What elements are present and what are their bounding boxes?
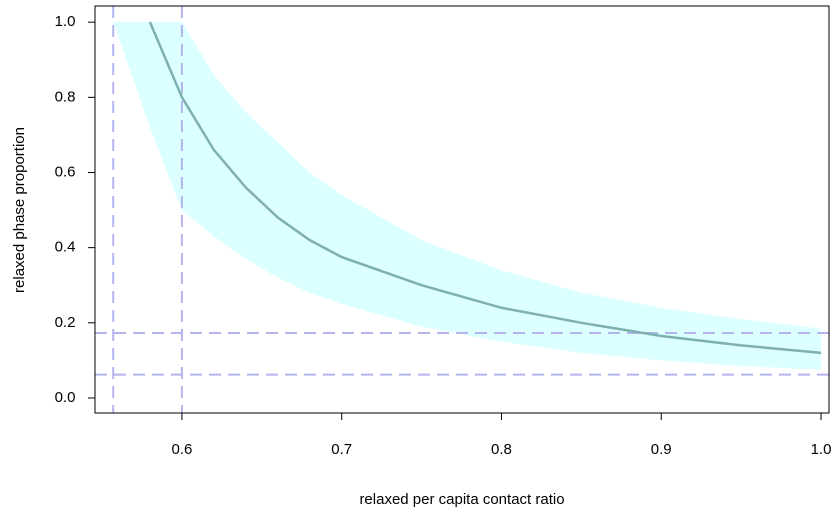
y-tick-label: 0.6 [55, 163, 76, 180]
plot-frame [94, 5, 830, 414]
x-tick-label: 0.9 [651, 441, 672, 458]
x-tick-label: 0.7 [331, 441, 352, 458]
y-tick-label: 0.4 [55, 239, 76, 256]
x-tick-label: 1.0 [811, 441, 832, 458]
y-tick-label: 0.0 [55, 389, 76, 406]
line [148, 21, 822, 355]
confidence-band [113, 22, 822, 370]
y-tick-label: 0.2 [55, 314, 76, 331]
x-tick-label: 0.6 [171, 441, 192, 458]
x-axis-label: relaxed per capita contact ratio [359, 491, 564, 508]
y-tick-label: 1.0 [55, 13, 76, 30]
x-tick-label: 0.8 [491, 441, 512, 458]
y-axis-label: relaxed phase proportion [11, 127, 28, 293]
y-tick-label: 0.8 [55, 88, 76, 105]
